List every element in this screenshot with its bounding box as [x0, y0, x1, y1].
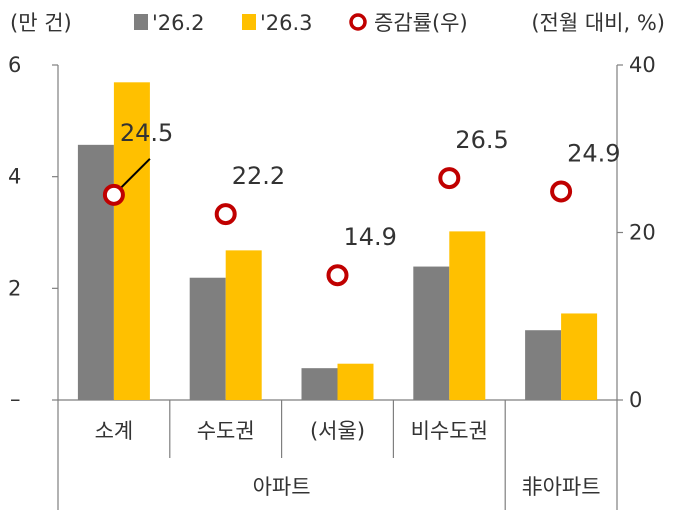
- growth-marker: [326, 264, 349, 287]
- legend-swatch-series-2: [242, 14, 256, 30]
- growth-marker: [102, 183, 125, 206]
- group-label: 아파트: [253, 475, 311, 499]
- data-label: 14.9: [344, 223, 397, 251]
- data-label: 24.5: [120, 119, 173, 147]
- legend-label-series-3: 증감률(우): [374, 11, 468, 35]
- left-tick-label: 4: [8, 165, 21, 189]
- right-tick-label: 0: [629, 388, 642, 412]
- data-label: 26.5: [455, 126, 508, 154]
- bar-series-2: [449, 231, 486, 400]
- category-label: 비수도권: [411, 419, 488, 443]
- bar-series-1: [301, 368, 338, 400]
- category-label: 수도권: [197, 419, 255, 443]
- right-tick-label: 40: [629, 53, 656, 77]
- right-axis-unit: (전월 대비, %): [531, 11, 665, 35]
- left-tick-label: 2: [8, 276, 21, 300]
- legend-marker-series-3: [349, 13, 367, 31]
- data-label: 22.2: [232, 162, 285, 190]
- bar-series-2: [561, 313, 598, 400]
- growth-marker: [550, 180, 573, 203]
- data-label: 24.9: [567, 139, 620, 167]
- bar-series-2: [113, 82, 150, 400]
- left-axis-unit: (만 건): [10, 11, 72, 35]
- group-label: 非아파트: [522, 475, 601, 499]
- left-tick-label-zero: –: [10, 387, 21, 411]
- bar-series-1: [77, 144, 114, 400]
- legend: (만 건) '26.2 '26.3 증감률(우) (전월 대비, %): [10, 11, 665, 35]
- right-tick-label: 20: [629, 221, 656, 245]
- growth-marker: [214, 203, 237, 226]
- bar-series-1: [413, 266, 450, 400]
- bar-series-2: [337, 363, 374, 400]
- growth-marker: [438, 167, 461, 190]
- bar-series-1: [525, 330, 562, 400]
- bar-series-2: [225, 250, 262, 400]
- left-tick-label: 6: [8, 53, 21, 77]
- category-label: 소계: [95, 419, 134, 443]
- category-label: (서울): [310, 419, 365, 443]
- bar-series-1: [189, 277, 226, 400]
- legend-label-series-2: '26.3: [260, 11, 313, 35]
- legend-label-series-1: '26.2: [152, 11, 205, 35]
- legend-swatch-series-1: [134, 14, 148, 30]
